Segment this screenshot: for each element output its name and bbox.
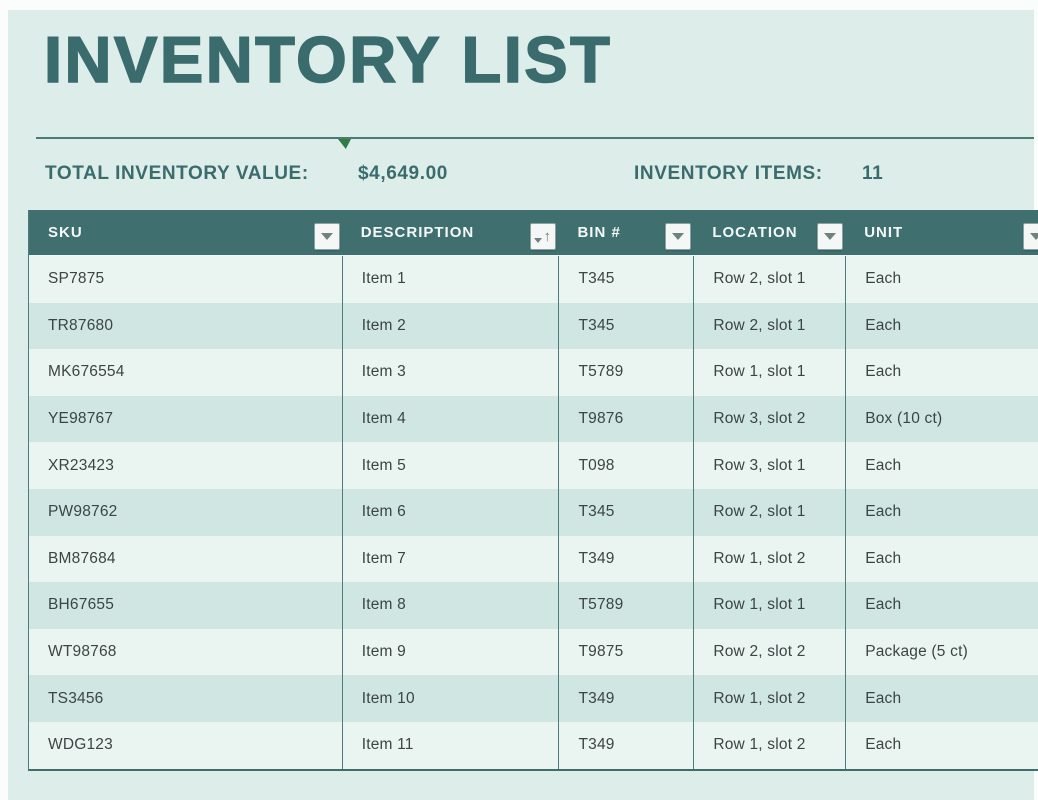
filter-dropdown-button-sku[interactable] (313, 223, 340, 250)
cell-unit[interactable]: Each (845, 582, 1038, 629)
cell-sku[interactable]: XR23423 (48, 456, 115, 474)
cell-description[interactable]: Item 2 (341, 302, 559, 350)
total-inventory-value-label: TOTAL INVENTORY VALUE: (45, 163, 309, 184)
cell-description[interactable]: Item 5 (341, 442, 559, 489)
cell-location[interactable]: Row 1, slot 1 (693, 349, 845, 396)
table-row: BM87684 Item 7 T349 Row 1, slot 2 Each (29, 535, 1038, 583)
cell-bin[interactable]: T345 (558, 488, 693, 536)
cell-unit[interactable]: Package (5 ct) (845, 628, 1038, 676)
cell-sku[interactable]: WT98768 (48, 643, 117, 661)
filter-triangle-icon (534, 238, 543, 243)
cell-description[interactable]: Item 11 (341, 721, 559, 769)
table-body: SP7875 Item 1 T345 Row 2, slot 1 Each TR… (29, 255, 1038, 769)
table-header-row: SKU DESCRIPTION ↑ BIN # LOCATION UNIT (29, 210, 1038, 255)
title-divider-line (36, 137, 1034, 139)
cell-bin[interactable]: T9876 (558, 395, 693, 443)
column-label: LOCATION (712, 224, 798, 241)
cell-sku[interactable]: TS3456 (48, 689, 104, 707)
cell-unit[interactable]: Each (845, 488, 1038, 536)
cell-unit[interactable]: Each (845, 302, 1038, 350)
table-row: SP7875 Item 1 T345 Row 2, slot 1 Each (29, 256, 1038, 303)
filter-triangle-icon (824, 233, 837, 240)
column-header-unit: UNIT (845, 210, 1038, 255)
table-row: YE98767 Item 4 T9876 Row 3, slot 2 Box (… (29, 395, 1038, 443)
total-inventory-value: $4,649.00 (358, 163, 448, 184)
cell-description[interactable]: Item 3 (341, 349, 559, 396)
cell-description[interactable]: Item 6 (341, 488, 559, 536)
cell-location[interactable]: Row 3, slot 1 (693, 442, 845, 489)
page-title: INVENTORY LIST (43, 22, 613, 97)
table-row: MK676554 Item 3 T5789 Row 1, slot 1 Each (29, 349, 1038, 396)
cell-description[interactable]: Item 8 (341, 582, 559, 629)
cell-unit[interactable]: Each (845, 535, 1038, 583)
inventory-items-count: 11 (862, 163, 884, 184)
table-row: WDG123 Item 11 T349 Row 1, slot 2 Each (29, 721, 1038, 769)
cell-description[interactable]: Item 4 (341, 395, 559, 443)
column-header-sku: SKU (29, 210, 342, 255)
cell-bin[interactable]: T349 (558, 535, 693, 583)
filter-dropdown-button-bin[interactable] (665, 223, 692, 250)
cell-sku[interactable]: MK676554 (48, 363, 125, 381)
cell-location[interactable]: Row 1, slot 1 (693, 582, 845, 629)
cell-location[interactable]: Row 3, slot 2 (693, 395, 845, 443)
cell-sku[interactable]: BH67655 (48, 596, 115, 614)
cell-description[interactable]: Item 7 (341, 535, 559, 583)
cell-bin[interactable]: T5789 (558, 582, 693, 629)
sort-ascending-icon: ↑ (543, 228, 552, 245)
cell-sku[interactable]: TR87680 (48, 316, 114, 334)
cell-bin[interactable]: T349 (558, 675, 693, 722)
cell-bin[interactable]: T349 (558, 721, 693, 769)
table-row: TR87680 Item 2 T345 Row 2, slot 1 Each (29, 302, 1038, 350)
table-row: PW98762 Item 6 T345 Row 2, slot 1 Each (29, 488, 1038, 536)
cell-bin[interactable]: T9875 (558, 628, 693, 676)
cell-location[interactable]: Row 2, slot 1 (693, 256, 845, 303)
filter-dropdown-button-description[interactable]: ↑ (530, 223, 557, 250)
cell-unit[interactable]: Each (845, 721, 1038, 769)
cell-sku[interactable]: WDG123 (48, 736, 113, 754)
column-label: DESCRIPTION (360, 224, 475, 241)
cell-location[interactable]: Row 1, slot 2 (693, 675, 845, 722)
column-label: SKU (48, 224, 83, 241)
table-row: BH67655 Item 8 T5789 Row 1, slot 1 Each (29, 582, 1038, 629)
cell-unit[interactable]: Box (10 ct) (845, 395, 1038, 443)
cell-location[interactable]: Row 2, slot 1 (693, 302, 845, 350)
cell-bin[interactable]: T345 (558, 256, 693, 303)
cell-unit[interactable]: Each (845, 442, 1038, 489)
cell-bin[interactable]: T5789 (558, 349, 693, 396)
column-header-bin: BIN # (558, 210, 693, 255)
cell-unit[interactable]: Each (845, 349, 1038, 396)
column-header-location: LOCATION (693, 210, 845, 255)
column-label: BIN # (577, 224, 621, 241)
cell-location[interactable]: Row 1, slot 2 (693, 721, 845, 769)
cell-description[interactable]: Item 1 (341, 256, 559, 303)
cell-sku[interactable]: BM87684 (48, 549, 116, 567)
table-row: TS3456 Item 10 T349 Row 1, slot 2 Each (29, 675, 1038, 722)
column-header-description: DESCRIPTION ↑ (342, 210, 559, 255)
filter-dropdown-button-location[interactable] (817, 223, 844, 250)
summary-stats: TOTAL INVENTORY VALUE: $4,649.00 INVENTO… (0, 163, 1038, 193)
cell-unit[interactable]: Each (845, 675, 1038, 722)
table-row: XR23423 Item 5 T098 Row 3, slot 1 Each (29, 442, 1038, 489)
inventory-table: SKU DESCRIPTION ↑ BIN # LOCATION UNIT SP… (28, 210, 1038, 771)
cell-sku[interactable]: PW98762 (48, 503, 118, 521)
filter-triangle-icon (672, 233, 685, 240)
cell-unit[interactable]: Each (845, 256, 1038, 303)
cell-description[interactable]: Item 9 (341, 628, 559, 676)
cell-sku[interactable]: YE98767 (48, 410, 114, 428)
cell-bin[interactable]: T098 (558, 442, 693, 489)
cell-bin[interactable]: T345 (558, 302, 693, 350)
filter-dropdown-button-unit[interactable] (1023, 223, 1038, 250)
cell-description[interactable]: Item 10 (341, 675, 559, 722)
cell-location[interactable]: Row 2, slot 2 (693, 628, 845, 676)
cell-location[interactable]: Row 2, slot 1 (693, 488, 845, 536)
green-flag-marker-icon (338, 139, 351, 149)
column-label: UNIT (864, 224, 904, 241)
table-row: WT98768 Item 9 T9875 Row 2, slot 2 Packa… (29, 628, 1038, 676)
inventory-items-label: INVENTORY ITEMS: (634, 163, 823, 184)
filter-triangle-icon (1030, 233, 1038, 240)
cell-location[interactable]: Row 1, slot 2 (693, 535, 845, 583)
cell-sku[interactable]: SP7875 (48, 270, 105, 288)
filter-triangle-icon (320, 233, 333, 240)
